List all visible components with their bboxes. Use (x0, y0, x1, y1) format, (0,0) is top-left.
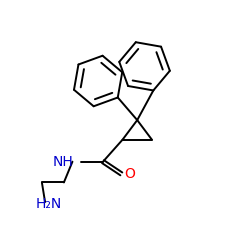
Text: H₂N: H₂N (36, 198, 62, 211)
Text: O: O (124, 167, 135, 181)
Text: NH: NH (53, 155, 74, 169)
